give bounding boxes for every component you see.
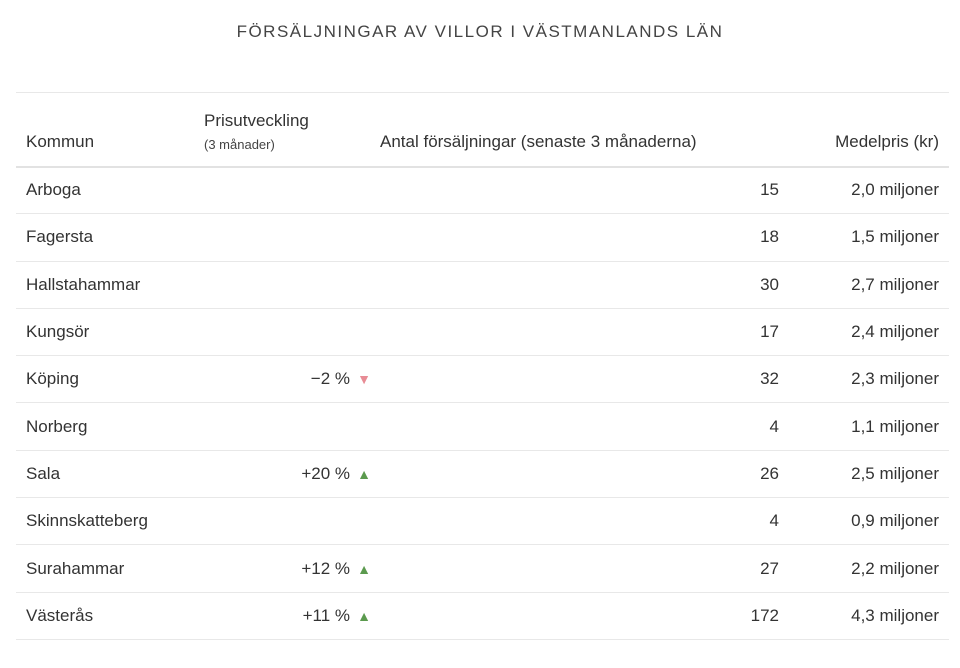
cell-kommun: Fagersta bbox=[26, 227, 94, 247]
cell-spacer bbox=[376, 498, 709, 545]
cell-change: +20 % ▲ bbox=[204, 450, 376, 497]
cell-spacer bbox=[376, 167, 709, 214]
cell-count: 172 bbox=[750, 605, 779, 625]
cell-price: 0,9 miljoner bbox=[851, 511, 939, 531]
cell-price: 4,3 miljoner bbox=[851, 605, 939, 625]
cell-kommun: Sala bbox=[26, 463, 61, 483]
cell-count: 4 bbox=[769, 416, 779, 436]
sales-table: Kommun Prisutveckling (3 månader) Antal … bbox=[16, 92, 949, 640]
header-change-sub: (3 månader) bbox=[204, 136, 275, 152]
cell-kommun: Arboga bbox=[26, 180, 81, 200]
cell-price: 2,2 miljoner bbox=[851, 558, 939, 578]
triangle-up-icon: ▲ bbox=[357, 465, 371, 482]
triangle-up-icon: ▲ bbox=[357, 560, 371, 577]
cell-count: 30 bbox=[760, 274, 779, 294]
cell-spacer bbox=[376, 545, 709, 592]
table-row: Köping −2 % ▼ 32 2,3 miljoner bbox=[16, 356, 949, 403]
cell-kommun: Kungsör bbox=[26, 322, 90, 342]
table-header-row: Kommun Prisutveckling (3 månader) Antal … bbox=[16, 92, 949, 167]
cell-kommun: Skinnskatteberg bbox=[26, 511, 148, 531]
chart-title: FÖRSÄLJNINGAR AV VILLOR I VÄSTMANLANDS L… bbox=[236, 22, 724, 41]
table-row: Norberg 4 1,1 miljoner bbox=[16, 403, 949, 451]
cell-count: 4 bbox=[769, 511, 779, 531]
cell-count: 18 bbox=[760, 227, 779, 247]
table-row: Sala +20 % ▲ 26 2,5 miljoner bbox=[16, 450, 949, 498]
cell-price: 2,7 miljoner bbox=[851, 274, 939, 294]
header-price: Medelpris (kr) bbox=[835, 131, 939, 151]
cell-spacer bbox=[376, 403, 709, 450]
cell-change bbox=[204, 308, 376, 355]
change-value: +11 % bbox=[302, 605, 350, 625]
cell-count: 32 bbox=[760, 369, 779, 389]
cell-spacer bbox=[376, 214, 709, 261]
table-row: Kungsör 17 2,4 miljoner bbox=[16, 308, 949, 356]
cell-spacer bbox=[376, 450, 709, 497]
cell-price: 1,1 miljoner bbox=[851, 416, 939, 436]
cell-count: 26 bbox=[760, 463, 779, 483]
table-body: Arboga 15 2,0 miljoner Fagersta 18 1,5 miljon… bbox=[16, 167, 949, 640]
cell-kommun: Västerås bbox=[26, 605, 94, 625]
cell-change: −2 % ▼ bbox=[204, 356, 376, 403]
cell-change: +11 % ▲ bbox=[204, 592, 376, 639]
table-row: Fagersta 18 1,5 miljoner bbox=[16, 214, 949, 262]
header-change-label: Prisutveckling bbox=[204, 110, 309, 130]
cell-spacer bbox=[376, 308, 709, 355]
cell-price: 2,5 miljoner bbox=[851, 463, 939, 483]
table-row: Skinnskatteberg 4 0,9 miljoner bbox=[16, 498, 949, 545]
cell-count: 27 bbox=[760, 558, 779, 578]
cell-price: 1,5 miljoner bbox=[851, 227, 939, 247]
table-row: Surahammar +12 % ▲ 27 2,2 miljoner bbox=[16, 545, 949, 593]
cell-kommun: Norberg bbox=[26, 416, 88, 436]
header-count: Antal försäljningar (senaste 3 månaderna… bbox=[380, 131, 697, 151]
cell-kommun: Hallstahammar bbox=[26, 274, 141, 294]
cell-kommun: Surahammar bbox=[26, 558, 125, 578]
change-value: −2 % bbox=[310, 369, 350, 389]
cell-spacer bbox=[376, 592, 709, 639]
cell-price: 2,3 miljoner bbox=[851, 369, 939, 389]
cell-price: 2,0 miljoner bbox=[851, 180, 939, 200]
header-kommun: Kommun bbox=[26, 131, 95, 151]
cell-change bbox=[204, 261, 376, 308]
cell-count: 17 bbox=[760, 322, 779, 342]
cell-spacer bbox=[376, 356, 709, 403]
cell-change bbox=[204, 498, 376, 545]
triangle-down-icon: ▼ bbox=[357, 371, 371, 388]
cell-kommun: Köping bbox=[26, 369, 79, 389]
header-count-spacer bbox=[709, 93, 779, 167]
change-value: +12 % bbox=[301, 558, 350, 578]
cell-price: 2,4 miljoner bbox=[851, 322, 939, 342]
cell-change bbox=[204, 403, 376, 450]
triangle-up-icon: ▲ bbox=[357, 607, 371, 624]
change-value: +20 % bbox=[301, 463, 350, 483]
cell-change bbox=[204, 167, 376, 214]
cell-spacer bbox=[376, 261, 709, 308]
table-row: Hallstahammar 30 2,7 miljoner bbox=[16, 261, 949, 309]
table-row: Arboga 15 2,0 miljoner bbox=[16, 167, 949, 214]
header-change: Prisutveckling (3 månader) bbox=[204, 93, 376, 167]
cell-change bbox=[204, 214, 376, 261]
table-row: Västerås +11 % ▲ 172 4,3 miljoner bbox=[16, 592, 949, 640]
cell-count: 15 bbox=[760, 180, 779, 200]
cell-change: +12 % ▲ bbox=[204, 545, 376, 592]
